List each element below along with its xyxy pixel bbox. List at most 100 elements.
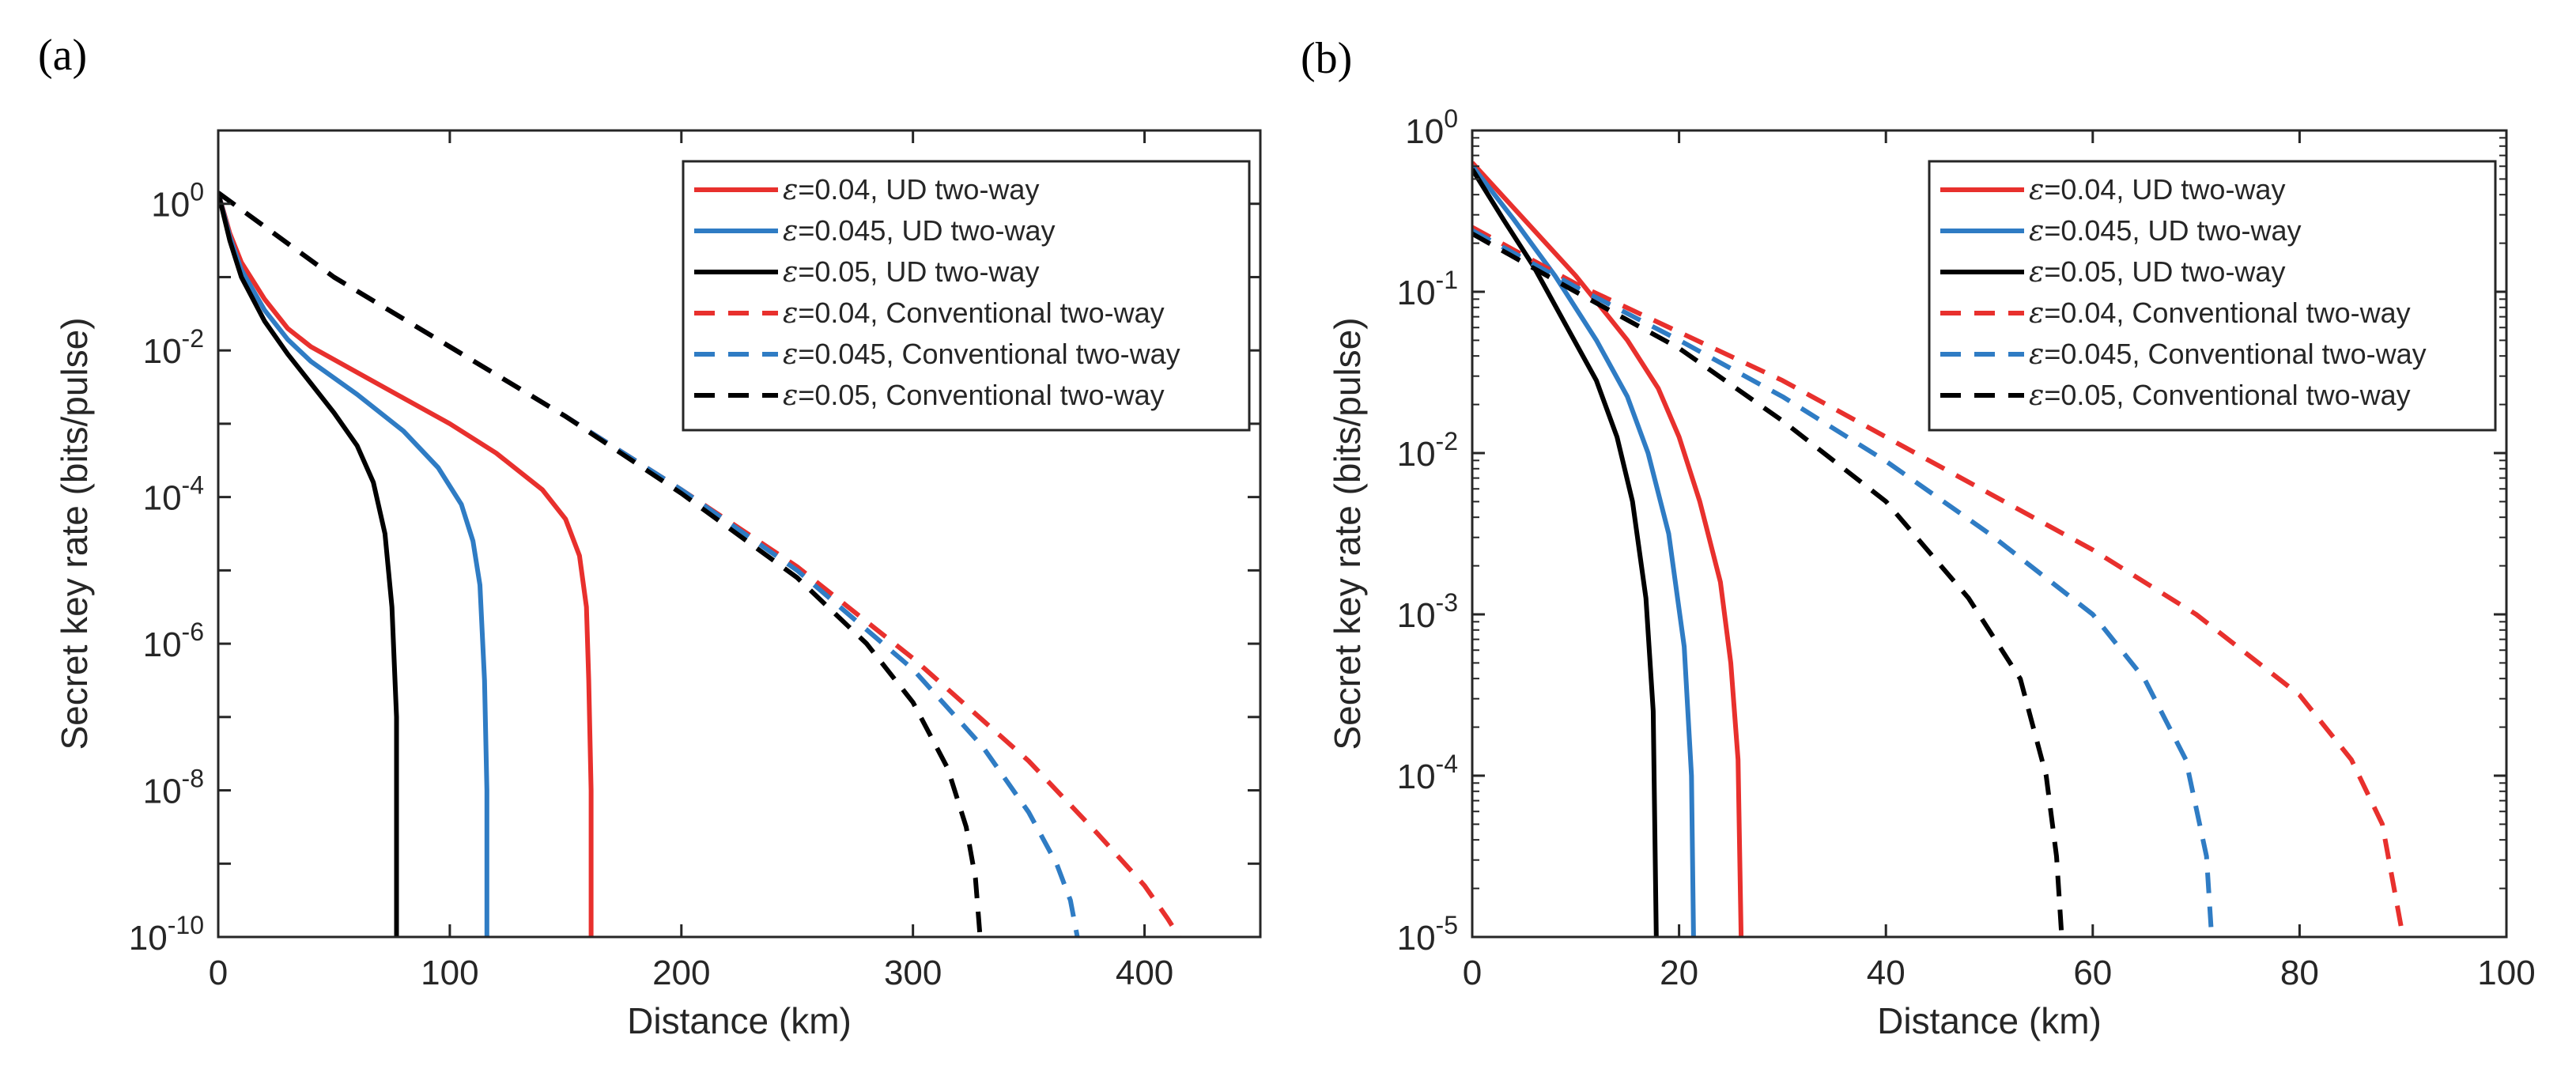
legend-epsilon: ε xyxy=(783,380,798,412)
legend-entry: ε=0.045, UD two-way xyxy=(2029,214,2301,247)
series-line-3 xyxy=(1472,168,1659,938)
legend-epsilon: ε xyxy=(2029,297,2044,330)
series-line-1 xyxy=(218,191,594,937)
legend-entry-label: =0.05, UD two-way xyxy=(2044,255,2285,288)
panel-label: (b) xyxy=(1301,34,1352,83)
legend-entry: ε=0.045, Conventional two-way xyxy=(2029,338,2427,371)
y-tick-exponent: -6 xyxy=(182,618,204,646)
y-tick-base: 10 xyxy=(1405,112,1444,151)
y-tick-base: 10 xyxy=(143,479,182,518)
y-tick-base: 10 xyxy=(129,919,168,958)
x-tick-label: 0 xyxy=(1463,954,1482,992)
x-tick-label: 20 xyxy=(1660,954,1698,992)
y-tick-base: 10 xyxy=(143,332,182,371)
series-line-3 xyxy=(218,192,399,937)
legend-entry: ε=0.04, Conventional two-way xyxy=(783,297,1165,330)
y-tick-base: 10 xyxy=(1397,435,1436,474)
legend-epsilon: ε xyxy=(2029,256,2044,289)
legend-epsilon: ε xyxy=(2029,174,2044,206)
y-tick-label: 100 xyxy=(1405,104,1458,151)
legend-entry-label: =0.045, Conventional two-way xyxy=(2044,338,2426,370)
y-tick-exponent: -1 xyxy=(1436,266,1458,294)
y-tick-label: 10-4 xyxy=(143,471,204,518)
y-tick-exponent: -10 xyxy=(168,911,204,939)
series-line-4 xyxy=(1472,225,2406,938)
legend-entry: ε=0.05, Conventional two-way xyxy=(783,379,1165,412)
legend-epsilon: ε xyxy=(2029,338,2044,371)
legend-entry-label: =0.045, UD two-way xyxy=(2044,214,2301,247)
legend-entry-label: =0.04, Conventional two-way xyxy=(2044,297,2410,329)
legend-entry: ε=0.045, Conventional two-way xyxy=(783,338,1180,371)
legend-epsilon: ε xyxy=(783,174,798,206)
y-tick-label: 10-2 xyxy=(1397,427,1458,474)
y-tick-exponent: 0 xyxy=(1444,104,1458,133)
x-axis-label: Distance (km) xyxy=(627,1000,852,1041)
y-tick-label: 10-8 xyxy=(143,765,204,811)
legend-entry: ε=0.05, UD two-way xyxy=(2029,255,2285,289)
legend-box xyxy=(1928,160,2497,432)
legend-entry-label: =0.05, UD two-way xyxy=(798,255,1039,288)
legend-entry-label: =0.05, Conventional two-way xyxy=(798,379,1164,411)
y-tick-label: 10-3 xyxy=(1397,588,1458,635)
series-line-2 xyxy=(218,192,489,937)
y-tick-exponent: 0 xyxy=(190,178,204,206)
series-line-6 xyxy=(218,191,983,938)
y-tick-exponent: -5 xyxy=(1436,911,1458,939)
y-tick-exponent: -3 xyxy=(1436,588,1458,617)
panel-label: (a) xyxy=(38,31,87,80)
x-tick-label: 80 xyxy=(2280,954,2319,992)
x-tick-label: 200 xyxy=(652,954,710,992)
legend-entry-label: =0.045, Conventional two-way xyxy=(798,338,1180,370)
x-tick-label: 40 xyxy=(1867,954,1906,992)
y-tick-base: 10 xyxy=(143,625,182,664)
x-tick-label: 300 xyxy=(884,954,942,992)
legend-entry: ε=0.05, Conventional two-way xyxy=(2029,379,2411,412)
y-tick-base: 10 xyxy=(151,186,190,225)
axes-frame xyxy=(217,129,1262,939)
y-tick-exponent: -4 xyxy=(1436,750,1458,778)
legend-entry: ε=0.04, UD two-way xyxy=(783,173,1039,206)
y-tick-label: 10-4 xyxy=(1397,750,1458,796)
legend-entry: ε=0.045, UD two-way xyxy=(783,214,1055,247)
x-tick-label: 400 xyxy=(1116,954,1173,992)
legend-epsilon: ε xyxy=(2029,215,2044,247)
legend-epsilon: ε xyxy=(783,256,798,289)
x-tick-label: 60 xyxy=(2073,954,2112,992)
axes-frame xyxy=(1471,129,2508,939)
legend-entry-label: =0.05, Conventional two-way xyxy=(2044,379,2410,411)
legend-epsilon: ε xyxy=(783,297,798,330)
y-tick-exponent: -8 xyxy=(182,765,204,793)
y-tick-label: 10-5 xyxy=(1397,911,1458,958)
y-tick-exponent: -2 xyxy=(182,324,204,353)
legend-epsilon: ε xyxy=(2029,380,2044,412)
y-tick-base: 10 xyxy=(1397,919,1436,958)
legend-entry-label: =0.04, Conventional two-way xyxy=(798,297,1164,329)
series-line-1 xyxy=(1472,161,1744,938)
y-tick-exponent: -2 xyxy=(1436,427,1458,455)
legend-entry: ε=0.05, UD two-way xyxy=(783,255,1039,289)
y-tick-base: 10 xyxy=(1397,596,1436,635)
legend-entry: ε=0.04, UD two-way xyxy=(2029,173,2285,206)
chart-panel-b: (b)0 20 40 60 80 10010010-110-210-310-410-5Di… xyxy=(1301,34,2536,1041)
y-tick-base: 10 xyxy=(143,773,182,811)
legend-entry: ε=0.04, Conventional two-way xyxy=(2029,297,2411,330)
x-tick-label: 100 xyxy=(421,954,478,992)
legend-entry-label: =0.04, UD two-way xyxy=(2044,173,2285,206)
y-axis-label: Secret key rate (bits/pulse) xyxy=(1327,317,1368,750)
series-group xyxy=(1472,161,2406,938)
series-line-5 xyxy=(1472,228,2215,938)
legend-entry-label: =0.045, UD two-way xyxy=(798,214,1055,247)
x-tick-label: 0 xyxy=(209,954,228,992)
series-line-2 xyxy=(1472,164,1696,938)
y-tick-label: 10-1 xyxy=(1397,266,1458,312)
y-tick-base: 10 xyxy=(1397,274,1436,312)
x-tick-label: 100 xyxy=(2477,954,2535,992)
legend-epsilon: ε xyxy=(783,215,798,247)
y-tick-label: 10-6 xyxy=(143,618,204,664)
y-axis-label: Secret key rate (bits/pulse) xyxy=(54,317,95,750)
y-tick-label: 10-10 xyxy=(129,911,204,958)
legend-entry-label: =0.04, UD two-way xyxy=(798,173,1039,206)
